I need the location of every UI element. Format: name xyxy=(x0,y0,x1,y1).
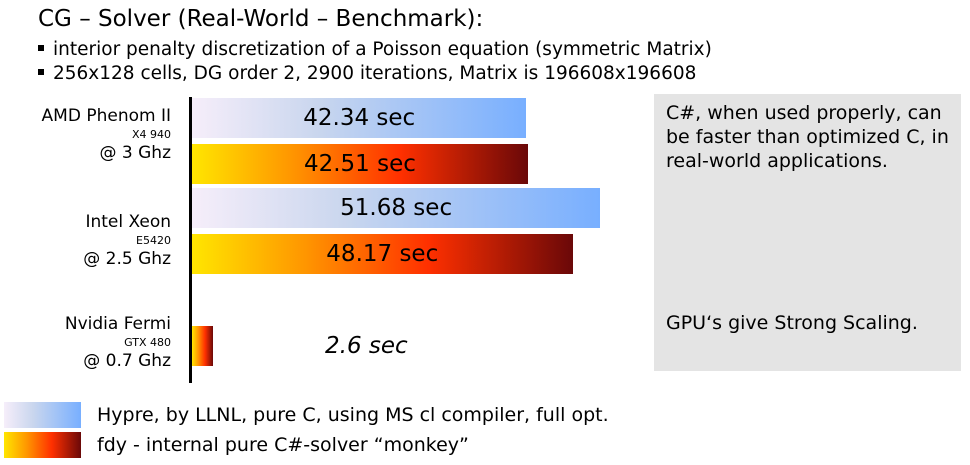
category-model: GTX 480 xyxy=(124,336,171,350)
category-name: AMD Phenom II xyxy=(41,106,171,126)
category-model: X4 940 xyxy=(131,128,171,142)
note-box: C#, when used properly, can be faster th… xyxy=(654,94,961,371)
category-clock: @ 0.7 Ghz xyxy=(83,350,171,371)
category-label-intel: Intel Xeon E5420 @ 2.5 Ghz xyxy=(83,212,171,270)
bar-fdy-1 xyxy=(192,234,573,274)
note-text-gpu: GPU‘s give Strong Scaling. xyxy=(666,312,918,334)
bar-value-label: 42.51 sec xyxy=(303,151,416,177)
bar-fdy-0 xyxy=(192,144,528,184)
category-name: Nvidia Fermi xyxy=(64,314,171,334)
chart-title: CG – Solver (Real-World – Benchmark): xyxy=(38,6,484,32)
bar-hypre-1 xyxy=(192,188,601,228)
bar-value-label: 48.17 sec xyxy=(326,241,439,267)
bullet-item: 256x128 cells, DG order 2, 2900 iteratio… xyxy=(38,62,712,86)
category-label-amd: AMD Phenom II X4 940 @ 3 Ghz xyxy=(42,106,171,164)
bullet-item: interior penalty discretization of a Poi… xyxy=(38,38,712,62)
bullet-square-icon xyxy=(38,45,44,51)
y-axis-line xyxy=(189,97,192,383)
bullet-text: interior penalty discretization of a Poi… xyxy=(53,39,712,60)
legend-label-fdy: fdy - internal pure C#-solver “monkey” xyxy=(97,434,469,456)
category-model: E5420 xyxy=(136,234,171,248)
bar-hypre-0 xyxy=(192,98,527,138)
legend-label-hypre: Hypre, by LLNL, pure C, using MS cl comp… xyxy=(97,404,609,426)
bar-value-label: 42.34 sec xyxy=(303,105,416,131)
bullet-list: interior penalty discretization of a Poi… xyxy=(38,38,712,86)
bar-value-label: 51.68 sec xyxy=(340,195,453,221)
legend-swatch-hypre xyxy=(4,402,81,428)
bar-value-label: 2.6 sec xyxy=(325,333,408,359)
bar-fdy-2 xyxy=(192,326,213,366)
bullet-text: 256x128 cells, DG order 2, 2900 iteratio… xyxy=(53,63,697,84)
legend-swatch-fdy xyxy=(4,432,81,458)
category-clock: @ 3 Ghz xyxy=(99,142,172,163)
category-label-nvidia: Nvidia Fermi GTX 480 @ 0.7 Ghz xyxy=(65,314,171,372)
category-name: Intel Xeon xyxy=(85,212,171,232)
category-clock: @ 2.5 Ghz xyxy=(83,248,171,269)
bullet-square-icon xyxy=(38,69,44,75)
note-text-csharp: C#, when used properly, can be faster th… xyxy=(666,102,949,172)
